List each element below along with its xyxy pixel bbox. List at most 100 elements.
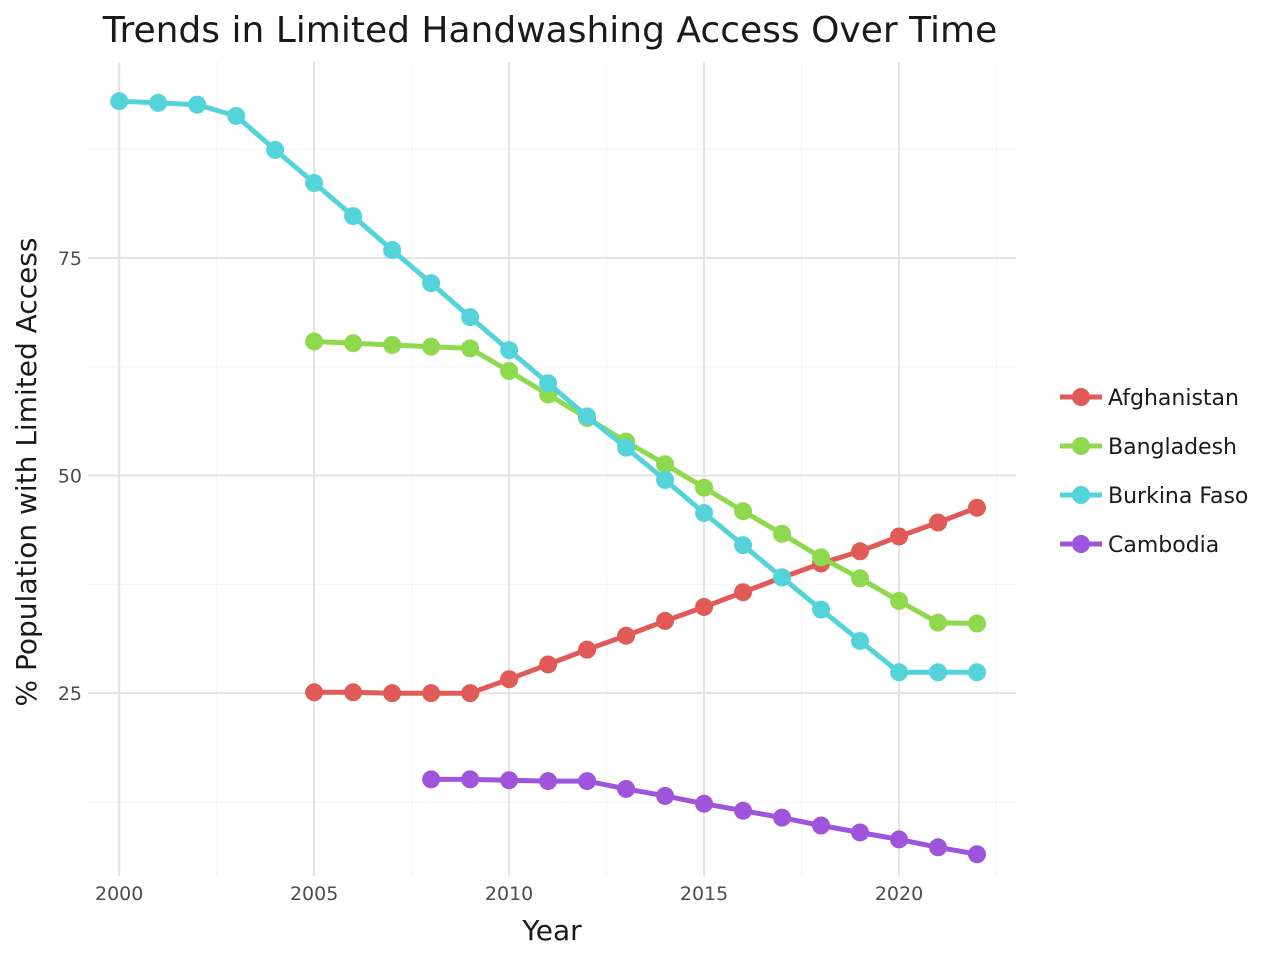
legend-label: Cambodia (1108, 533, 1219, 558)
data-point-burkina-faso (422, 274, 441, 293)
data-point-bangladesh (890, 591, 909, 610)
legend: Afghanistan Bangladesh Burkina Faso Cambodi… (1060, 386, 1248, 558)
x-tick-label: 2000 (95, 883, 143, 905)
data-point-burkina-faso (188, 95, 207, 114)
data-point-afghanistan (968, 498, 987, 517)
data-point-bangladesh (773, 524, 792, 543)
data-point-afghanistan (617, 626, 636, 645)
legend-key-point (1072, 437, 1090, 455)
chart-title: Trends in Limited Handwashing Access Ove… (102, 10, 997, 51)
x-tick-label: 2010 (485, 883, 533, 905)
data-point-bangladesh (461, 339, 480, 358)
data-point-afghanistan (461, 684, 480, 703)
data-point-bangladesh (695, 478, 714, 497)
data-point-bangladesh (656, 455, 675, 474)
data-point-cambodia (461, 770, 480, 789)
legend-label: Burkina Faso (1108, 484, 1248, 509)
legend-item-cambodia: Cambodia (1060, 533, 1219, 558)
data-point-burkina-faso (851, 631, 870, 650)
data-point-bangladesh (500, 362, 519, 381)
data-point-afghanistan (539, 655, 558, 674)
data-point-burkina-faso (383, 241, 402, 260)
x-tick-label: 2020 (875, 883, 923, 905)
legend-item-afghanistan: Afghanistan (1060, 386, 1239, 411)
x-axis-title: Year (521, 914, 582, 947)
y-axis-title: % Population with Limited Access (10, 238, 43, 707)
legend-key-point (1072, 388, 1090, 406)
data-point-burkina-faso (305, 174, 324, 193)
data-point-burkina-faso (812, 600, 831, 619)
axis-ticks: 2000 2005 2010 2015 2020 25 50 75 (58, 248, 923, 905)
data-point-afghanistan (656, 611, 675, 630)
series-bangladesh (305, 332, 987, 633)
data-point-burkina-faso (500, 341, 519, 360)
data-point-burkina-faso (968, 663, 987, 682)
series-line-afghanistan (311, 505, 980, 696)
data-point-afghanistan (851, 542, 870, 561)
data-point-cambodia (773, 808, 792, 827)
legend-key-point (1072, 535, 1090, 553)
data-point-afghanistan (890, 527, 909, 546)
data-point-cambodia (578, 772, 597, 791)
legend-key-point (1072, 486, 1090, 504)
data-point-bangladesh (734, 502, 753, 521)
plot-area (110, 92, 987, 864)
data-point-burkina-faso (617, 438, 636, 457)
data-point-burkina-faso (344, 207, 363, 226)
data-point-cambodia (695, 794, 714, 813)
data-point-burkina-faso (734, 536, 753, 555)
data-point-burkina-faso (890, 663, 909, 682)
data-point-bangladesh (383, 335, 402, 354)
data-point-burkina-faso (578, 407, 597, 426)
y-tick-label: 50 (58, 466, 82, 488)
series-line-bangladesh (311, 339, 980, 626)
data-point-burkina-faso (227, 106, 246, 125)
x-tick-label: 2005 (290, 883, 338, 905)
data-point-cambodia (617, 779, 636, 798)
data-point-cambodia (734, 801, 753, 820)
data-point-cambodia (539, 772, 558, 791)
data-point-afghanistan (734, 583, 753, 602)
series-burkina-faso (110, 92, 987, 682)
data-point-bangladesh (812, 548, 831, 567)
data-point-burkina-faso (773, 568, 792, 587)
legend-label: Afghanistan (1108, 386, 1239, 411)
data-point-cambodia (968, 845, 987, 864)
data-point-afghanistan (305, 683, 324, 702)
data-point-burkina-faso (929, 663, 948, 682)
data-point-afghanistan (383, 684, 402, 703)
series-cambodia (422, 770, 987, 864)
data-point-afghanistan (500, 670, 519, 689)
legend-item-bangladesh: Bangladesh (1060, 435, 1237, 460)
data-point-burkina-faso (539, 374, 558, 393)
data-point-cambodia (656, 786, 675, 805)
legend-item-burkina-faso: Burkina Faso (1060, 484, 1248, 509)
data-point-cambodia (890, 830, 909, 849)
data-point-burkina-faso (695, 503, 714, 522)
y-tick-label: 75 (58, 248, 82, 270)
data-point-bangladesh (344, 334, 363, 353)
data-point-afghanistan (344, 683, 363, 702)
data-point-afghanistan (695, 597, 714, 616)
data-point-burkina-faso (656, 470, 675, 489)
data-point-bangladesh (305, 332, 324, 351)
data-point-cambodia (812, 816, 831, 835)
x-tick-label: 2015 (680, 883, 728, 905)
data-point-burkina-faso (266, 140, 285, 159)
data-point-afghanistan (422, 684, 441, 703)
y-tick-label: 25 (58, 683, 82, 705)
data-point-burkina-faso (149, 93, 168, 112)
data-point-afghanistan (578, 640, 597, 659)
grid (88, 62, 1016, 876)
data-point-bangladesh (929, 613, 948, 632)
data-point-bangladesh (422, 337, 441, 356)
data-point-cambodia (422, 770, 441, 789)
data-point-cambodia (500, 771, 519, 790)
data-point-afghanistan (929, 513, 948, 532)
data-point-cambodia (929, 838, 948, 857)
data-point-bangladesh (851, 569, 870, 588)
legend-label: Bangladesh (1108, 435, 1237, 460)
data-point-bangladesh (968, 614, 987, 633)
data-point-cambodia (851, 823, 870, 842)
